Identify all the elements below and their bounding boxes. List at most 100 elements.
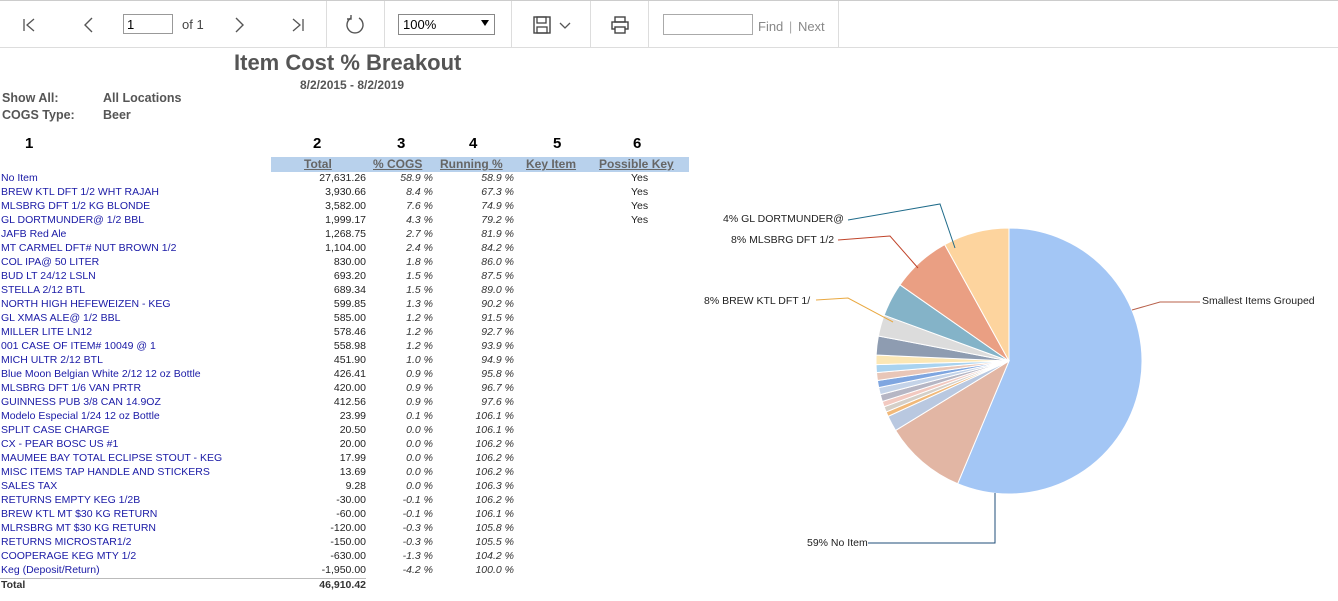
item-name[interactable]: BUD LT 24/12 LSLN bbox=[1, 270, 96, 282]
item-name[interactable]: Blue Moon Belgian White 2/12 12 oz Bottl… bbox=[1, 368, 201, 380]
item-running-pct: 106.2 % bbox=[475, 494, 514, 506]
header-pct-cogs[interactable]: % COGS bbox=[373, 157, 423, 171]
toolbar-divider bbox=[838, 1, 839, 48]
pie-slice bbox=[887, 360, 1010, 432]
page-count-label: of 1 bbox=[182, 17, 204, 32]
item-pct-cogs: -4.2 % bbox=[402, 564, 433, 576]
find-controls: Find | Next bbox=[758, 19, 825, 34]
export-button[interactable] bbox=[528, 1, 576, 48]
item-pct-cogs: 8.4 % bbox=[406, 186, 433, 198]
item-running-pct: 84.2 % bbox=[481, 242, 514, 254]
item-name[interactable]: MT CARMEL DFT# NUT BROWN 1/2 bbox=[1, 242, 177, 254]
item-name[interactable]: BREW KTL MT $30 KG RETURN bbox=[1, 508, 158, 520]
item-name[interactable]: COL IPA@ 50 LITER bbox=[1, 256, 100, 268]
item-total: 1,268.75 bbox=[325, 228, 366, 240]
item-name[interactable]: Keg (Deposit/Return) bbox=[1, 564, 100, 576]
column-number: 2 bbox=[313, 135, 322, 152]
item-pct-cogs: 0.0 % bbox=[406, 452, 433, 464]
table-header-bar bbox=[271, 157, 689, 172]
item-name[interactable]: JAFB Red Ale bbox=[1, 228, 67, 240]
item-name[interactable]: MAUMEE BAY TOTAL ECLIPSE STOUT - KEG bbox=[1, 452, 223, 464]
pie-slice bbox=[883, 360, 1010, 413]
item-running-pct: 90.2 % bbox=[481, 298, 514, 310]
item-total: 9.28 bbox=[345, 480, 366, 492]
chart-label-mlsbrg: 8% MLSBRG DFT 1/2 bbox=[731, 234, 835, 246]
item-running-pct: 58.9 % bbox=[481, 172, 514, 184]
item-possible-key: Yes bbox=[631, 214, 649, 226]
report-title: Item Cost % Breakout bbox=[234, 50, 462, 75]
refresh-button[interactable] bbox=[340, 1, 370, 48]
pie-slice bbox=[956, 227, 1143, 495]
item-running-pct: 93.9 % bbox=[481, 340, 514, 352]
item-total: -630.00 bbox=[330, 550, 366, 562]
next-page-button[interactable] bbox=[224, 1, 254, 48]
chart-label-smallest-items: Smallest Items Grouped bbox=[1202, 295, 1315, 307]
item-running-pct: 95.8 % bbox=[481, 368, 514, 380]
item-name[interactable]: No Item bbox=[1, 172, 38, 184]
header-possible-key[interactable]: Possible Key bbox=[599, 157, 674, 171]
column-number: 3 bbox=[397, 135, 406, 152]
column-number: 6 bbox=[633, 135, 642, 152]
item-name[interactable]: SPLIT CASE CHARGE bbox=[1, 424, 110, 436]
total-label: Total bbox=[1, 579, 26, 591]
first-page-button[interactable] bbox=[14, 1, 44, 48]
header-running-pct[interactable]: Running % bbox=[440, 157, 503, 171]
cogs-type-value: Beer bbox=[103, 108, 131, 122]
item-running-pct: 92.7 % bbox=[481, 326, 514, 338]
item-name[interactable]: 001 CASE OF ITEM# 10049 @ 1 bbox=[1, 340, 156, 352]
next-link[interactable]: Next bbox=[797, 19, 825, 34]
item-name[interactable]: STELLA 2/12 BTL bbox=[1, 284, 86, 296]
item-pct-cogs: -0.1 % bbox=[402, 508, 433, 520]
item-name[interactable]: RETURNS MICROSTAR1/2 bbox=[1, 536, 132, 548]
item-total: 689.34 bbox=[333, 284, 366, 296]
item-name[interactable]: GUINNESS PUB 3/8 CAN 14.9OZ bbox=[1, 396, 161, 408]
item-name[interactable]: BREW KTL DFT 1/2 WHT RAJAH bbox=[1, 186, 159, 198]
item-name[interactable]: MICH ULTR 2/12 BTL bbox=[1, 354, 103, 366]
page-number-input[interactable] bbox=[123, 14, 173, 34]
item-running-pct: 100.0 % bbox=[475, 564, 514, 576]
last-page-button[interactable] bbox=[283, 1, 313, 48]
item-total: 20.50 bbox=[339, 424, 366, 436]
item-running-pct: 89.0 % bbox=[481, 284, 514, 296]
item-pct-cogs: 0.9 % bbox=[406, 368, 433, 380]
header-total[interactable]: Total bbox=[304, 157, 332, 171]
item-pct-cogs: 0.0 % bbox=[406, 438, 433, 450]
item-total: -150.00 bbox=[330, 536, 366, 548]
chart-label-no-item: 59% No Item bbox=[807, 537, 868, 549]
item-name[interactable]: MILLER LITE LN12 bbox=[1, 326, 93, 338]
zoom-select[interactable]: 100% bbox=[398, 14, 495, 35]
item-pct-cogs: 0.9 % bbox=[406, 382, 433, 394]
item-name[interactable]: GL XMAS ALE@ 1/2 BBL bbox=[1, 312, 121, 324]
find-input[interactable] bbox=[663, 14, 753, 35]
pie-slice bbox=[875, 360, 1010, 382]
pie-slice bbox=[879, 360, 1010, 403]
item-name[interactable]: Modelo Especial 1/24 12 oz Bottle bbox=[1, 410, 160, 422]
item-total: 585.00 bbox=[333, 312, 366, 324]
chart-label-brew-ktl: 8% BREW KTL DFT 1/ bbox=[704, 295, 811, 307]
last-page-icon bbox=[292, 18, 304, 31]
item-name[interactable]: GL DORTMUNDER@ 1/2 BBL bbox=[1, 214, 145, 226]
item-name[interactable]: MISC ITEMS TAP HANDLE AND STICKERS bbox=[1, 466, 210, 478]
item-total: -60.00 bbox=[336, 508, 366, 520]
item-name[interactable]: SALES TAX bbox=[1, 480, 58, 492]
print-button[interactable] bbox=[605, 1, 635, 48]
item-name[interactable]: MLRSBRG MT $30 KG RETURN bbox=[1, 522, 157, 534]
item-running-pct: 106.2 % bbox=[475, 452, 514, 464]
item-name[interactable]: RETURNS EMPTY KEG 1/2B bbox=[1, 494, 141, 506]
item-running-pct: 87.5 % bbox=[481, 270, 514, 282]
header-key-item[interactable]: Key Item bbox=[526, 157, 577, 171]
item-total: 451.90 bbox=[333, 354, 366, 366]
item-name[interactable]: NORTH HIGH HEFEWEIZEN - KEG bbox=[1, 298, 171, 310]
item-total: 3,582.00 bbox=[325, 200, 366, 212]
item-name[interactable]: CX - PEAR BOSC US #1 bbox=[1, 438, 119, 450]
item-name[interactable]: MLSBRG DFT 1/2 KG BLONDE bbox=[1, 200, 151, 212]
item-running-pct: 94.9 % bbox=[481, 354, 514, 366]
pie-slice bbox=[899, 243, 1010, 362]
find-link[interactable]: Find bbox=[758, 19, 784, 34]
print-icon bbox=[611, 15, 629, 34]
item-name[interactable]: MLSBRG DFT 1/6 VAN PRTR bbox=[1, 382, 142, 394]
item-name[interactable]: COOPERAGE KEG MTY 1/2 bbox=[1, 550, 137, 562]
item-pct-cogs: 2.4 % bbox=[406, 242, 433, 254]
previous-page-button[interactable] bbox=[74, 1, 104, 48]
